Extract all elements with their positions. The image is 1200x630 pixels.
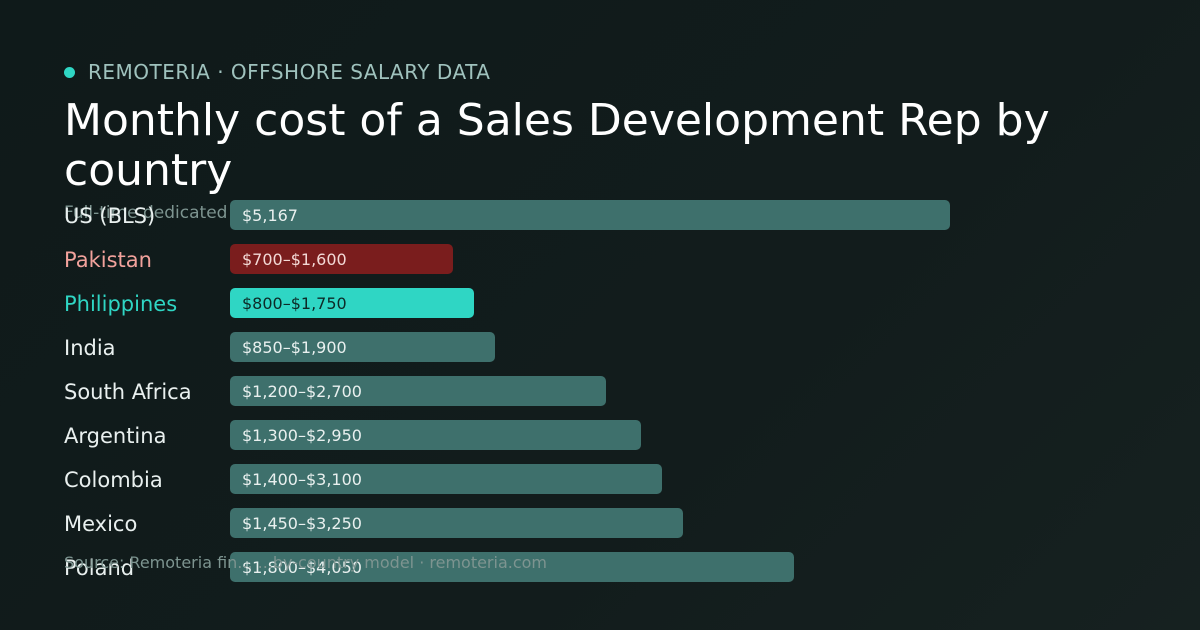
- bar: [230, 288, 474, 318]
- brand-text: REMOTERIA · OFFSHORE SALARY DATA: [88, 60, 491, 84]
- bar: [230, 332, 495, 362]
- bar: [230, 420, 641, 450]
- category-label: Colombia: [64, 468, 163, 492]
- bar-value-label: $800–$1,750: [242, 294, 347, 313]
- bar-value-label: $1,200–$2,700: [242, 382, 362, 401]
- category-label: Argentina: [64, 424, 166, 448]
- bar-value-label: $5,167: [242, 206, 298, 225]
- category-label: Philippines: [64, 292, 177, 316]
- category-label: South Africa: [64, 380, 192, 404]
- bar-value-label: $1,400–$3,100: [242, 470, 362, 489]
- category-label: Mexico: [64, 512, 137, 536]
- bar: [230, 508, 683, 538]
- bar: [230, 200, 950, 230]
- category-label: US (BLS): [64, 204, 155, 228]
- category-label: India: [64, 336, 116, 360]
- brand-header: REMOTERIA · OFFSHORE SALARY DATA: [64, 60, 490, 84]
- source-footer: Source: Remoteria fin... ...by-country m…: [64, 553, 548, 572]
- bar-value-label: $850–$1,900: [242, 338, 347, 357]
- bar: [230, 376, 606, 406]
- category-label: Pakistan: [64, 248, 152, 272]
- bar: [230, 244, 453, 274]
- bar-value-label: $1,450–$3,250: [242, 514, 362, 533]
- category-label: Poland: [64, 556, 134, 580]
- bar: [230, 464, 662, 494]
- brand-dot-icon: [64, 66, 75, 78]
- bar-value-label: $700–$1,600: [242, 250, 347, 269]
- bar-value-label: $1,300–$2,950: [242, 426, 362, 445]
- chart-subtitle: Full-time dedicated: [64, 203, 228, 223]
- bar: [230, 552, 794, 582]
- bar-value-label: $1,800–$4,050: [242, 558, 362, 577]
- chart-title: Monthly cost of a Sales Development Rep …: [64, 95, 1050, 196]
